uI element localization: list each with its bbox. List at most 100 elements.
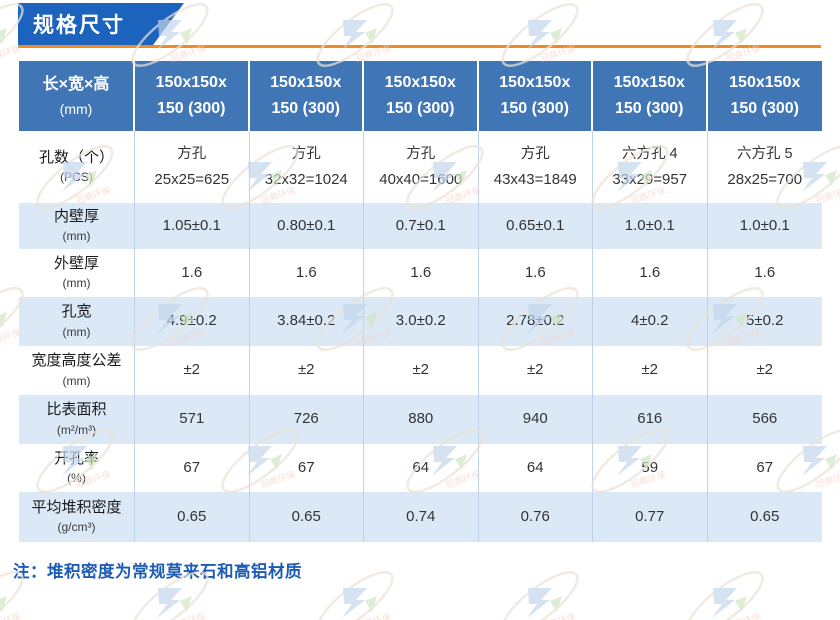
value-bottom: 43x43=1849 — [493, 170, 577, 188]
row-label-cell: 平均堆积密度 (g/cm³) — [19, 492, 135, 542]
value-cell: 0.76 — [479, 492, 593, 542]
value-cell: 六方孔 5 28x25=700 — [708, 131, 823, 203]
row-label-cell: 开孔率 (%) — [19, 444, 135, 492]
section-title-banner: 规格尺寸 — [18, 3, 184, 45]
value-cell: 4.9±0.2 — [135, 297, 250, 346]
row-label: 孔宽 — [61, 303, 92, 321]
value-cell: ±2 — [250, 346, 364, 395]
value-cell: 1.05±0.1 — [135, 203, 250, 249]
value-cell: 67 — [250, 444, 364, 492]
value-text: 566 — [752, 410, 778, 428]
value-cell: 59 — [593, 444, 708, 492]
value-bottom: 32x32=1024 — [264, 170, 348, 188]
value-text: ±2 — [412, 361, 430, 379]
page-title: 规格尺寸 — [33, 14, 125, 37]
value-text: 940 — [522, 410, 548, 428]
row-unit: (mm) — [62, 324, 91, 339]
value-cell: 0.65 — [250, 492, 364, 542]
value-top: 方孔 — [291, 145, 321, 162]
value-cell: 0.65 — [708, 492, 823, 542]
value-cell: 方孔 25x25=625 — [135, 131, 250, 203]
value-cell: 方孔 32x32=1024 — [250, 131, 364, 203]
value-cell: 0.77 — [593, 492, 708, 542]
row-label-cell: 孔数（个） (PCS) — [19, 131, 135, 203]
value-cell: 方孔 43x43=1849 — [479, 131, 593, 203]
value-cell: 方孔 40x40=1600 — [364, 131, 479, 203]
row-label: 外壁厚 — [53, 254, 99, 272]
column-header-text: 150x150x — [613, 74, 685, 91]
value-text: 1.6 — [295, 263, 317, 281]
value-text: 5±0.2 — [746, 312, 784, 330]
table-header-row: 长×宽×高 (mm) 150x150x 150 (300) 150x150x 150 … — [19, 61, 822, 131]
value-text: ±2 — [183, 361, 201, 379]
row-unit: (mm) — [62, 229, 91, 244]
value-cell: 0.65±0.1 — [479, 203, 593, 249]
value-text: 0.65 — [291, 507, 321, 525]
value-bottom: 40x40=1600 — [379, 170, 463, 188]
table-row: 比表面积 (m²/m³) 571 726 880 940 616 566 — [19, 395, 822, 444]
column-header-cell: 150x150x 150 (300) — [479, 61, 593, 131]
value-cell: 0.74 — [364, 492, 479, 542]
value-text: 4±0.2 — [631, 312, 669, 330]
value-text: 0.74 — [406, 507, 436, 525]
value-text: 880 — [408, 410, 434, 428]
column-header-text: 150x150x — [384, 74, 456, 91]
table-row: 孔宽 (mm) 4.9±0.2 3.84±0.2 3.0±0.2 2.78±0.2 4±0.… — [19, 297, 822, 346]
value-cell: 六方孔 4 33x29=957 — [593, 131, 708, 203]
value-cell: 0.80±0.1 — [250, 203, 364, 249]
value-text: 0.65±0.1 — [506, 216, 565, 234]
value-cell: ±2 — [135, 346, 250, 395]
value-top: 方孔 — [406, 145, 436, 162]
value-text: ±2 — [297, 361, 315, 379]
column-header-text: 150 (300) — [157, 100, 226, 117]
row-label-cell: 比表面积 (m²/m³) — [19, 395, 135, 444]
row-unit: (mm) — [62, 373, 91, 388]
value-cell: 1.0±0.1 — [593, 203, 708, 249]
value-cell: 0.7±0.1 — [364, 203, 479, 249]
column-header-text: 150 (300) — [615, 100, 684, 117]
value-text: 67 — [183, 458, 201, 476]
row-label: 内壁厚 — [53, 207, 99, 225]
value-cell: 1.6 — [593, 249, 708, 297]
column-header-text: 150 (300) — [730, 100, 800, 117]
value-text: ±2 — [641, 361, 659, 379]
value-text: 67 — [756, 458, 774, 476]
table-row: 孔数（个） (PCS) 方孔 25x25=625 方孔 32x32=1024 方孔 40x40… — [19, 131, 822, 203]
value-text: 0.7±0.1 — [395, 216, 446, 234]
value-bottom: 25x25=625 — [154, 170, 230, 188]
value-cell: 880 — [364, 395, 479, 444]
value-text: ±2 — [756, 361, 774, 379]
row-label-cell: 外壁厚 (mm) — [19, 249, 135, 297]
column-header-text: 150x150x — [155, 74, 227, 91]
column-header-text: 150x150x — [270, 74, 342, 91]
row-label-cell: 孔宽 (mm) — [19, 297, 135, 346]
value-cell: 3.84±0.2 — [250, 297, 364, 346]
value-cell: 726 — [250, 395, 364, 444]
row-label: 开孔率 — [53, 449, 99, 467]
value-top: 六方孔 5 — [736, 145, 793, 162]
value-cell: 64 — [479, 444, 593, 492]
row-label: 孔数（个） — [38, 148, 114, 166]
value-text: 0.76 — [520, 507, 550, 525]
value-text: 3.0±0.2 — [395, 312, 446, 330]
value-text: 1.0±0.1 — [739, 216, 790, 234]
column-header-cell: 150x150x 150 (300) — [593, 61, 708, 131]
column-header-cell: 150x150x 150 (300) — [364, 61, 479, 131]
value-top: 六方孔 4 — [621, 145, 678, 162]
value-text: 1.6 — [524, 263, 546, 281]
value-text: 616 — [637, 410, 663, 428]
value-cell: ±2 — [479, 346, 593, 395]
row-label: 宽度高度公差 — [31, 352, 122, 370]
value-text: 0.65 — [177, 507, 207, 525]
table-body: 孔数（个） (PCS) 方孔 25x25=625 方孔 32x32=1024 方孔 40x40… — [19, 131, 822, 542]
value-text: 0.77 — [635, 507, 665, 525]
column-header-text: 150x150x — [499, 74, 571, 91]
value-cell: 571 — [135, 395, 250, 444]
note-text: 注：堆积密度为常规莫来石和高铝材质 — [13, 563, 302, 581]
value-text: 571 — [179, 410, 205, 428]
column-header-text: 150 (300) — [386, 100, 455, 117]
row-label: 平均堆积密度 — [31, 498, 122, 516]
value-cell: 1.6 — [364, 249, 479, 297]
spec-table: 长×宽×高 (mm) 150x150x 150 (300) 150x150x 150 … — [19, 61, 822, 542]
